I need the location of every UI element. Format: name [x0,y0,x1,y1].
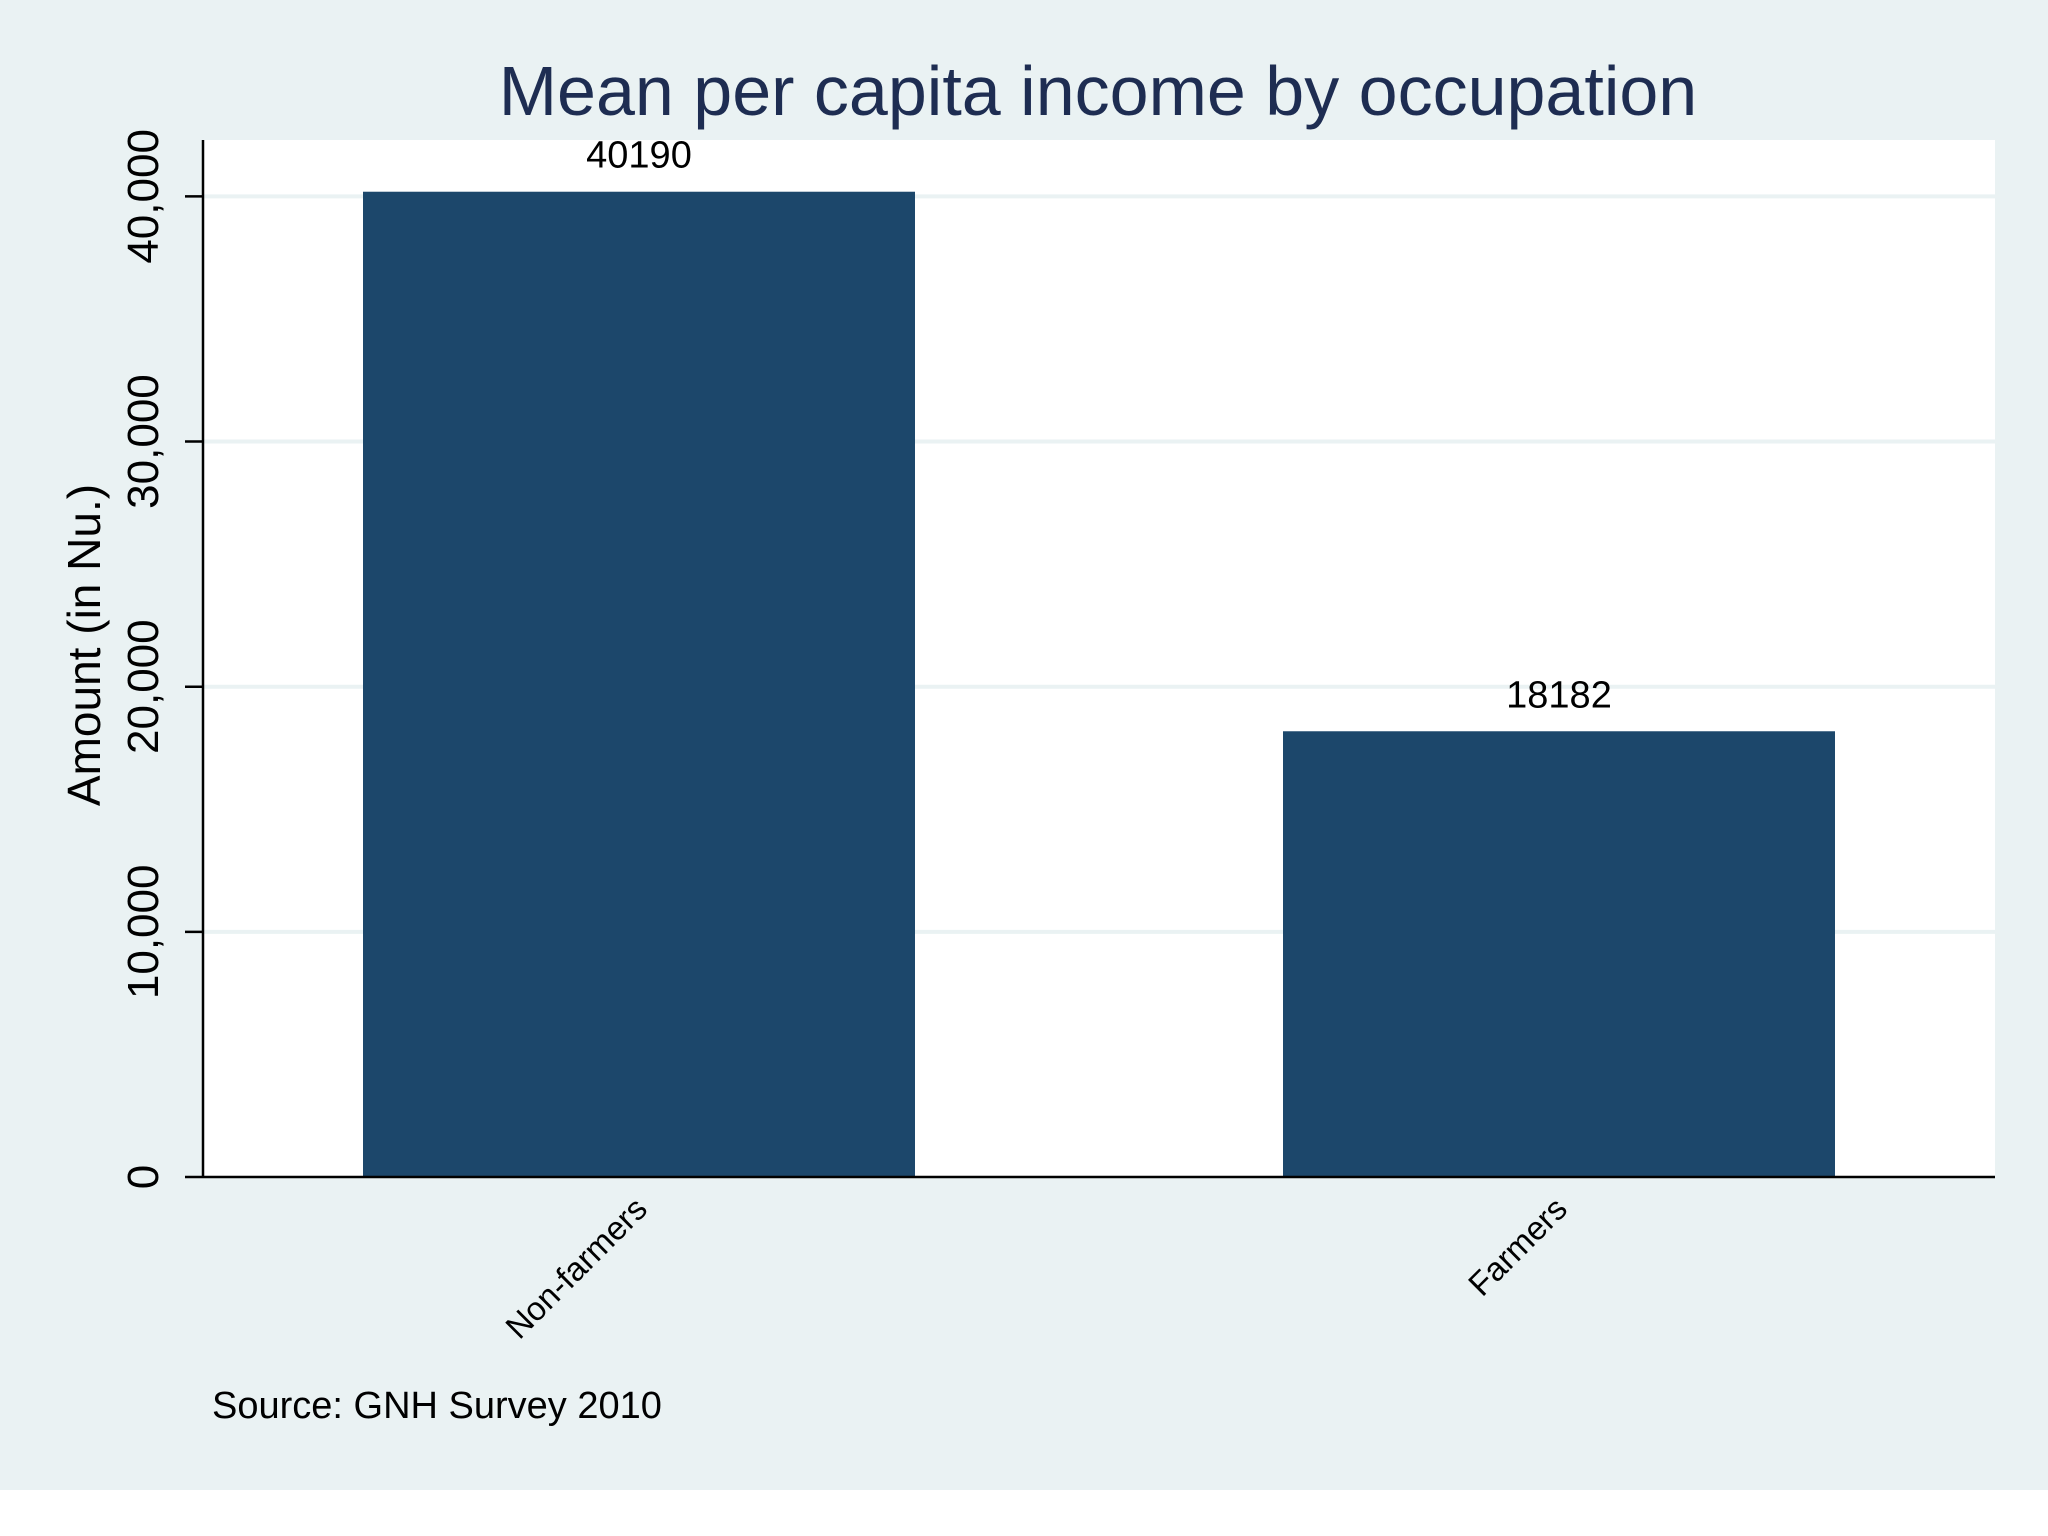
bars [363,191,1835,1177]
bar-farmers [1283,731,1835,1177]
y-tick-label: 10,000 [119,865,168,1000]
y-ticks [185,195,203,1179]
bar-value-label: 40190 [586,135,692,177]
y-tick-label: 0 [119,1165,168,1189]
y-tick-labels: 0 10,000 20,000 30,000 40,000 [119,129,168,1189]
source-note: Source: GNH Survey 2010 [212,1385,662,1427]
bar-value-label: 18182 [1506,674,1612,716]
y-tick-label: 20,000 [119,619,168,754]
value-labels: 40190 18182 [586,135,1612,717]
y-tick-label: 40,000 [119,129,168,264]
y-axis-title: Amount (in Nu.) [58,484,110,806]
chart-title: Mean per capita income by occupation [499,52,1697,130]
y-tick-label: 30,000 [119,374,168,509]
bar-non-farmers [363,191,915,1177]
